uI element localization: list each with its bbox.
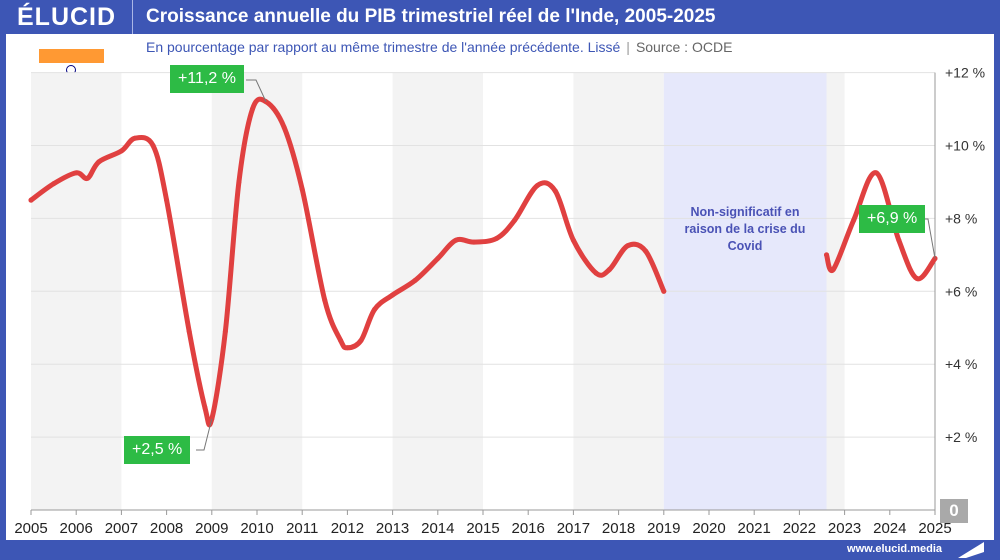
x-tick-label: 2012 xyxy=(331,520,364,537)
data-point xyxy=(358,338,364,344)
y-tick-label: +12 % xyxy=(945,65,985,81)
x-tick-label: 2023 xyxy=(828,520,861,537)
data-point xyxy=(873,170,879,176)
website-link[interactable]: www.elucid.media xyxy=(847,543,942,555)
x-tick-label: 2017 xyxy=(557,520,590,537)
data-point xyxy=(824,252,830,258)
data-point xyxy=(322,297,328,303)
data-point xyxy=(299,186,305,192)
data-point xyxy=(512,217,518,223)
data-point xyxy=(164,197,170,203)
annotation-label: +11,2 % xyxy=(170,65,244,93)
y-tick-label: +6 % xyxy=(945,283,977,299)
footer-bar: www.elucid.media xyxy=(0,540,1000,560)
data-point xyxy=(96,159,102,165)
data-point xyxy=(914,276,920,282)
x-tick-label: 2015 xyxy=(466,520,499,537)
x-tick-label: 2016 xyxy=(512,520,545,537)
x-tick-label: 2022 xyxy=(783,520,816,537)
x-tick-label: 2014 xyxy=(421,520,454,537)
x-tick-label: 2011 xyxy=(286,520,318,537)
x-tick-label: 2007 xyxy=(105,520,138,537)
header-divider xyxy=(132,0,133,34)
data-point xyxy=(471,239,477,245)
y-tick-label: +4 % xyxy=(945,356,977,372)
data-point xyxy=(435,255,441,261)
data-point xyxy=(372,307,378,313)
covid-note: Non-significatif en raison de la crise d… xyxy=(684,205,806,253)
data-point xyxy=(186,328,192,334)
data-point xyxy=(85,175,90,181)
data-point xyxy=(236,179,242,185)
data-point xyxy=(896,237,902,243)
data-point xyxy=(390,292,396,298)
chart-subtitle: En pourcentage par rapport au même trime… xyxy=(146,39,733,55)
header-bar: ÉLUCID Croissance annuelle du PIB trimes… xyxy=(0,0,1000,34)
x-tick-label: 2009 xyxy=(195,520,228,537)
data-point xyxy=(28,197,34,203)
data-point xyxy=(118,148,124,154)
x-tick-label: 2025 xyxy=(918,520,951,537)
data-point xyxy=(344,345,350,351)
data-point xyxy=(625,243,631,249)
data-point xyxy=(51,181,57,187)
zero-label: 0 xyxy=(940,499,968,523)
data-point xyxy=(249,106,255,112)
x-tick-label: 2024 xyxy=(873,520,906,537)
annotation-label: +2,5 % xyxy=(124,436,191,464)
annotation-leader xyxy=(246,79,267,102)
y-tick-label: +8 % xyxy=(945,210,977,226)
x-tick-label: 2020 xyxy=(692,520,725,537)
x-tick-label: 2019 xyxy=(647,520,680,537)
data-point xyxy=(132,135,138,141)
data-point xyxy=(851,217,857,223)
data-point xyxy=(552,188,558,194)
x-tick-label: 2006 xyxy=(60,520,93,537)
x-tick-label: 2021 xyxy=(738,520,771,537)
data-point xyxy=(412,277,418,283)
data-point xyxy=(73,170,79,176)
data-point xyxy=(202,405,208,411)
data-point xyxy=(150,143,156,148)
data-point xyxy=(570,237,576,243)
data-point xyxy=(222,328,228,334)
elucid-mark-icon xyxy=(958,542,984,558)
x-tick-label: 2018 xyxy=(602,520,635,537)
annotation-leader xyxy=(196,418,213,451)
data-point xyxy=(338,338,344,344)
data-point xyxy=(643,248,649,254)
elucid-logo: ÉLUCID xyxy=(17,3,117,31)
source-text: Source : OCDE xyxy=(635,39,733,55)
data-point xyxy=(494,235,500,241)
data-point xyxy=(830,266,836,272)
chart-title: Croissance annuelle du PIB trimestriel r… xyxy=(146,6,716,27)
data-point xyxy=(607,266,613,272)
data-point xyxy=(281,124,287,130)
annotation-label: +6,9 % xyxy=(859,205,926,233)
x-tick-label: 2010 xyxy=(240,520,273,537)
y-tick-label: +2 % xyxy=(945,429,977,445)
data-point xyxy=(453,237,459,243)
data-point xyxy=(534,183,540,189)
data-point xyxy=(661,288,667,294)
subtitle-text: En pourcentage par rapport au même trime… xyxy=(146,39,621,55)
x-tick-label: 2008 xyxy=(150,520,183,537)
data-point xyxy=(593,270,599,276)
series-line-before-covid xyxy=(28,96,667,428)
x-tick-label: 2013 xyxy=(376,520,409,537)
y-tick-label: +10 % xyxy=(945,138,985,154)
x-tick-label: 2005 xyxy=(14,520,47,537)
